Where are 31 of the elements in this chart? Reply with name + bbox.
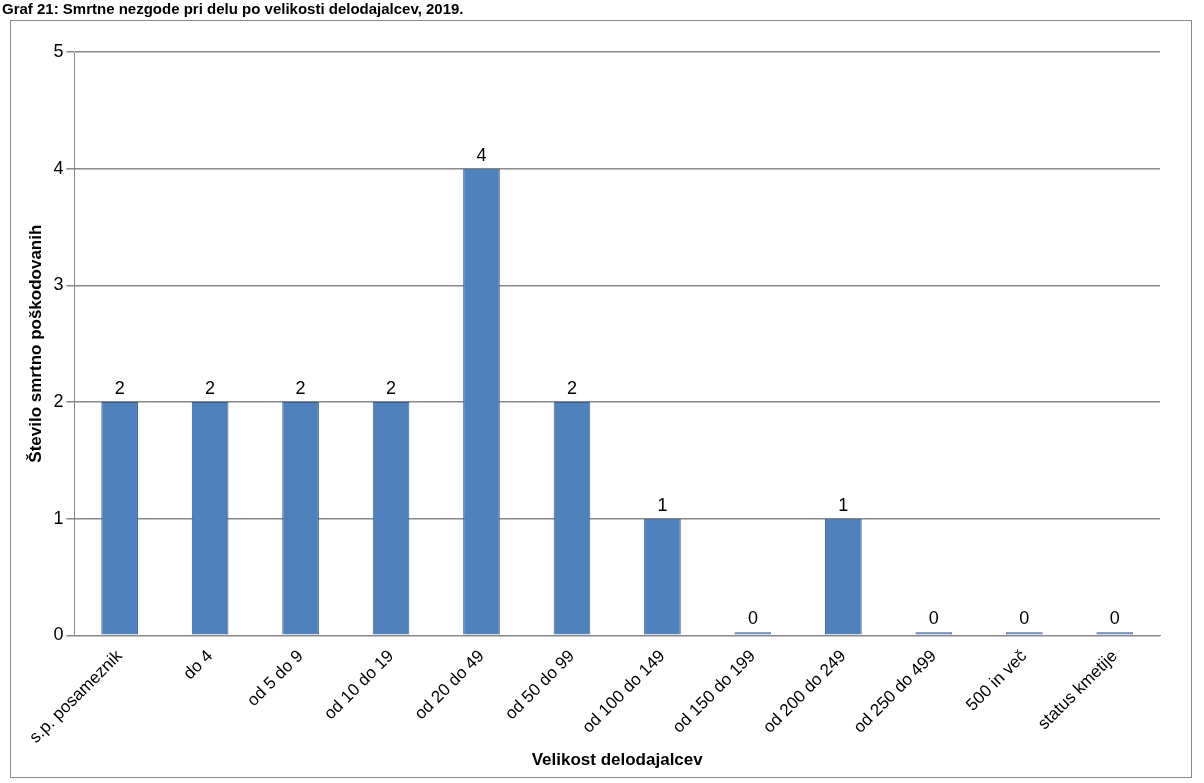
data-label: 4: [476, 144, 487, 165]
data-label: 0: [747, 608, 758, 629]
data-label: 2: [295, 377, 306, 398]
data-label: 0: [928, 608, 939, 629]
data-label: 2: [205, 377, 216, 398]
data-label: 0: [1109, 608, 1120, 629]
x-tick-label: 500 in več: [962, 645, 1031, 715]
y-tick-label: 0: [53, 624, 64, 645]
y-tick-label: 3: [53, 274, 64, 295]
y-axis-title: Število smrtno poškodovanih: [25, 224, 45, 463]
x-tick-label: od 200 do 249: [759, 646, 850, 737]
x-tick-label: od 10 do 19: [320, 646, 398, 724]
x-axis-title: Velikost delodajalcev: [531, 750, 704, 770]
data-label: 2: [114, 377, 125, 398]
data-label: 2: [386, 377, 397, 398]
y-tick-label: 2: [53, 390, 64, 411]
y-tick-label: 1: [53, 507, 64, 528]
data-label: 1: [657, 494, 668, 515]
x-tick-label: od 50 do 99: [501, 646, 579, 724]
x-tick-label: od 20 do 49: [410, 646, 488, 724]
x-tick-label: do 4: [179, 646, 217, 684]
x-tick-label: od 150 do 199: [668, 646, 760, 737]
x-tick-label: od 100 do 149: [578, 646, 669, 737]
data-label: 0: [1019, 608, 1030, 629]
y-tick-label: 4: [53, 157, 64, 178]
data-label: 1: [838, 494, 849, 515]
data-label: 2: [566, 377, 577, 398]
x-tick-label: od 250 do 499: [849, 646, 940, 737]
y-tick-label: 5: [53, 40, 64, 61]
chart-title: Graf 21: Smrtne nezgode pri delu po velikosti delodajalcev, 2019.: [2, 0, 464, 17]
x-tick-label: od 5 do 9: [243, 646, 307, 710]
